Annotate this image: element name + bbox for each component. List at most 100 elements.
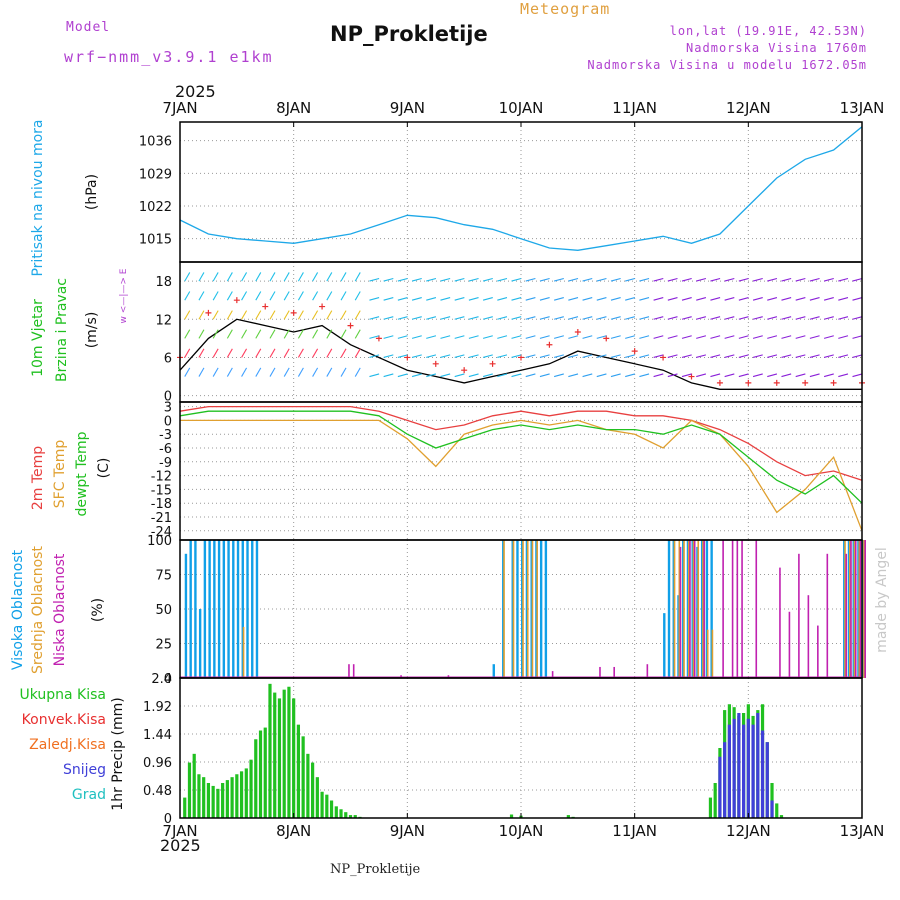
wind-barb <box>369 316 380 320</box>
y-tick-label: 2.4 <box>151 672 172 687</box>
credit-label: made by Angel <box>874 547 890 653</box>
wind-barb <box>781 316 792 320</box>
wind-barb <box>411 297 422 301</box>
wind-barb <box>539 335 550 339</box>
wind-barb <box>596 354 607 358</box>
wind-barb <box>838 277 849 282</box>
wind-barb <box>297 348 304 358</box>
cloud-bar <box>227 540 230 678</box>
wind-barb <box>340 310 347 320</box>
wind-barb <box>482 297 493 301</box>
wind-barb <box>511 316 522 320</box>
wind-barb <box>454 277 465 282</box>
wind-barb <box>554 277 564 282</box>
y-tick-label: 1022 <box>139 200 172 215</box>
wind-label-2: Brzina i Pravac <box>54 278 70 382</box>
wind-barb <box>369 277 380 282</box>
wind-barb <box>554 335 564 339</box>
precip-bar <box>353 815 357 818</box>
wind-barb <box>653 297 664 301</box>
wind-barb <box>212 329 219 339</box>
precip-bar <box>282 689 286 818</box>
wind-barb <box>681 277 692 282</box>
wind-barb <box>369 335 380 339</box>
wind-barb <box>383 373 394 378</box>
wind-barb <box>312 291 319 301</box>
wind-barb <box>767 373 778 378</box>
cloud-bar <box>536 540 539 678</box>
wind-barb <box>497 373 508 378</box>
wind-barb <box>326 329 333 339</box>
wind-barb <box>710 354 721 358</box>
wind-barb <box>184 329 191 339</box>
wind-barb <box>596 297 607 301</box>
gust-marker <box>802 379 809 386</box>
cloud-bar <box>613 666 615 678</box>
y-tick-label: 1036 <box>139 135 172 150</box>
tick-layer: 7JAN 7JAN 8JAN 8JAN 9JAN 9JAN 10JAN 10JAN 11JAN 1… <box>139 99 884 840</box>
precip-bar <box>751 724 755 818</box>
wind-barb <box>269 367 276 377</box>
wind-barb <box>767 354 778 358</box>
year-bottom: 2025 <box>160 836 201 855</box>
wind-barb <box>809 335 820 339</box>
cloud-bar <box>663 613 666 678</box>
cloud-bar <box>217 540 221 678</box>
wind-barb <box>255 272 262 282</box>
precip-bar <box>287 686 291 818</box>
wind-barb <box>582 316 593 320</box>
temp-unit: (C) <box>96 458 112 479</box>
wind-barb <box>667 335 678 339</box>
gust-marker <box>347 322 354 329</box>
wind-barb <box>297 310 304 320</box>
wind-barb <box>823 373 834 378</box>
y-tick-label: 75 <box>155 569 172 584</box>
wind-barb <box>639 373 650 378</box>
y-tick-label: 6 <box>164 351 172 366</box>
wind-label-1: 10m Vjetar <box>30 299 46 377</box>
precip-bar <box>306 753 310 818</box>
wind-barb <box>326 272 333 282</box>
wind-barb <box>596 373 607 378</box>
precip-bar <box>239 771 244 818</box>
wind-barb <box>511 373 522 378</box>
cloud-bar <box>679 546 682 678</box>
wind-barb <box>255 291 262 301</box>
wind-barb <box>823 277 834 282</box>
y-tick-label: -3 <box>159 428 172 443</box>
time-tick-top: 7JAN <box>162 99 197 117</box>
y-tick-label: 0 <box>164 414 172 429</box>
gust-marker <box>432 360 439 367</box>
wind-barb <box>681 335 692 339</box>
wind-compass: w <—|—> E <box>119 268 129 323</box>
precip-bar <box>713 783 717 818</box>
wind-barb <box>312 329 319 339</box>
wind-barb <box>468 316 479 320</box>
cloud-bar <box>798 553 800 678</box>
wind-barb <box>610 335 621 339</box>
time-tick-bottom: 10JAN <box>499 822 544 840</box>
wind-barb <box>354 329 361 339</box>
wind-barb <box>767 297 778 301</box>
cloud-bar <box>503 540 505 678</box>
wind-barb <box>212 272 219 282</box>
precip-bar <box>348 815 353 818</box>
wind-barb <box>781 277 792 282</box>
wind-barb <box>554 354 564 358</box>
time-tick-bottom: 13JAN <box>840 822 885 840</box>
time-tick-top: 11JAN <box>612 99 657 117</box>
wind-barb <box>184 310 191 320</box>
cloud-bar <box>755 540 758 678</box>
wind-barb <box>852 297 863 301</box>
cloud-bar <box>779 567 781 678</box>
pressure-unit: (hPa) <box>84 174 100 210</box>
wind-barb <box>269 310 276 320</box>
precip-bar <box>254 739 258 818</box>
wind-barb <box>383 277 394 282</box>
y-tick-label: 0 <box>164 390 172 405</box>
wind-barb <box>823 297 834 301</box>
legend-hail: Grad <box>72 787 106 803</box>
wind-barb <box>752 316 763 320</box>
wind-barb <box>340 367 347 377</box>
y-tick-label: -18 <box>151 497 172 512</box>
